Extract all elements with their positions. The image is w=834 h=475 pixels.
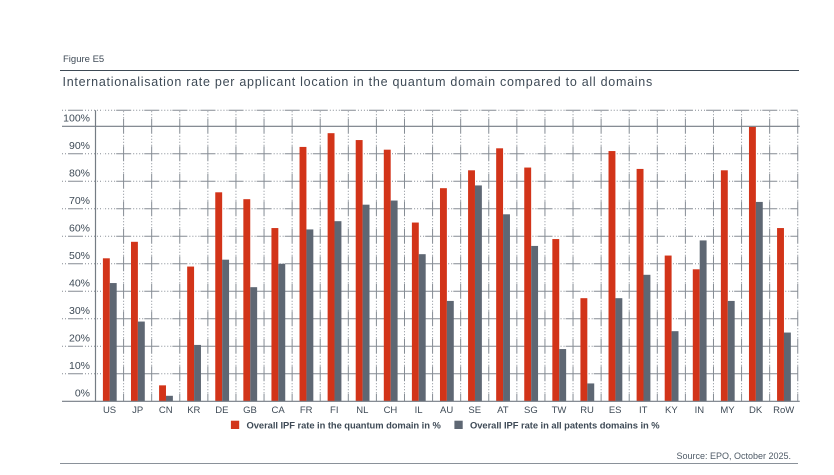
- svg-text:MY: MY: [720, 405, 735, 416]
- svg-text:Overall IPF rate in the quantu: Overall IPF rate in the quantum domain i…: [247, 419, 442, 430]
- svg-text:90%: 90%: [69, 140, 90, 152]
- svg-text:IT: IT: [639, 405, 648, 416]
- svg-text:AT: AT: [497, 405, 509, 416]
- svg-text:KR: KR: [187, 405, 200, 416]
- svg-text:0%: 0%: [75, 388, 90, 400]
- svg-text:80%: 80%: [69, 168, 90, 180]
- svg-text:US: US: [103, 405, 116, 416]
- svg-text:DE: DE: [215, 405, 228, 416]
- svg-text:DK: DK: [749, 405, 763, 416]
- svg-text:60%: 60%: [69, 223, 90, 235]
- svg-text:CH: CH: [384, 405, 398, 416]
- svg-text:AU: AU: [440, 405, 453, 416]
- svg-text:IN: IN: [695, 405, 705, 416]
- svg-text:GB: GB: [243, 405, 257, 416]
- svg-text:TW: TW: [552, 405, 567, 416]
- svg-text:50%: 50%: [69, 250, 90, 262]
- svg-text:RoW: RoW: [773, 405, 794, 416]
- svg-text:CA: CA: [271, 405, 285, 416]
- svg-text:CN: CN: [159, 405, 173, 416]
- svg-text:FI: FI: [330, 405, 338, 416]
- svg-text:ES: ES: [609, 405, 622, 416]
- svg-text:10%: 10%: [69, 360, 90, 372]
- svg-text:20%: 20%: [69, 333, 90, 345]
- svg-text:FR: FR: [300, 405, 313, 416]
- svg-text:30%: 30%: [69, 305, 90, 317]
- svg-text:JP: JP: [132, 405, 143, 416]
- svg-text:KY: KY: [665, 405, 678, 416]
- svg-text:100%: 100%: [63, 113, 90, 125]
- svg-text:NL: NL: [356, 405, 368, 416]
- svg-text:70%: 70%: [69, 195, 90, 207]
- svg-text:IL: IL: [415, 405, 423, 416]
- svg-text:RU: RU: [580, 405, 594, 416]
- svg-text:40%: 40%: [69, 278, 90, 290]
- svg-text:Source: EPO, October 2025.: Source: EPO, October 2025.: [676, 451, 791, 461]
- svg-text:SE: SE: [468, 405, 481, 416]
- svg-text:Overall IPF rate in all patent: Overall IPF rate in all patents domains …: [470, 419, 660, 430]
- svg-text:SG: SG: [524, 405, 538, 416]
